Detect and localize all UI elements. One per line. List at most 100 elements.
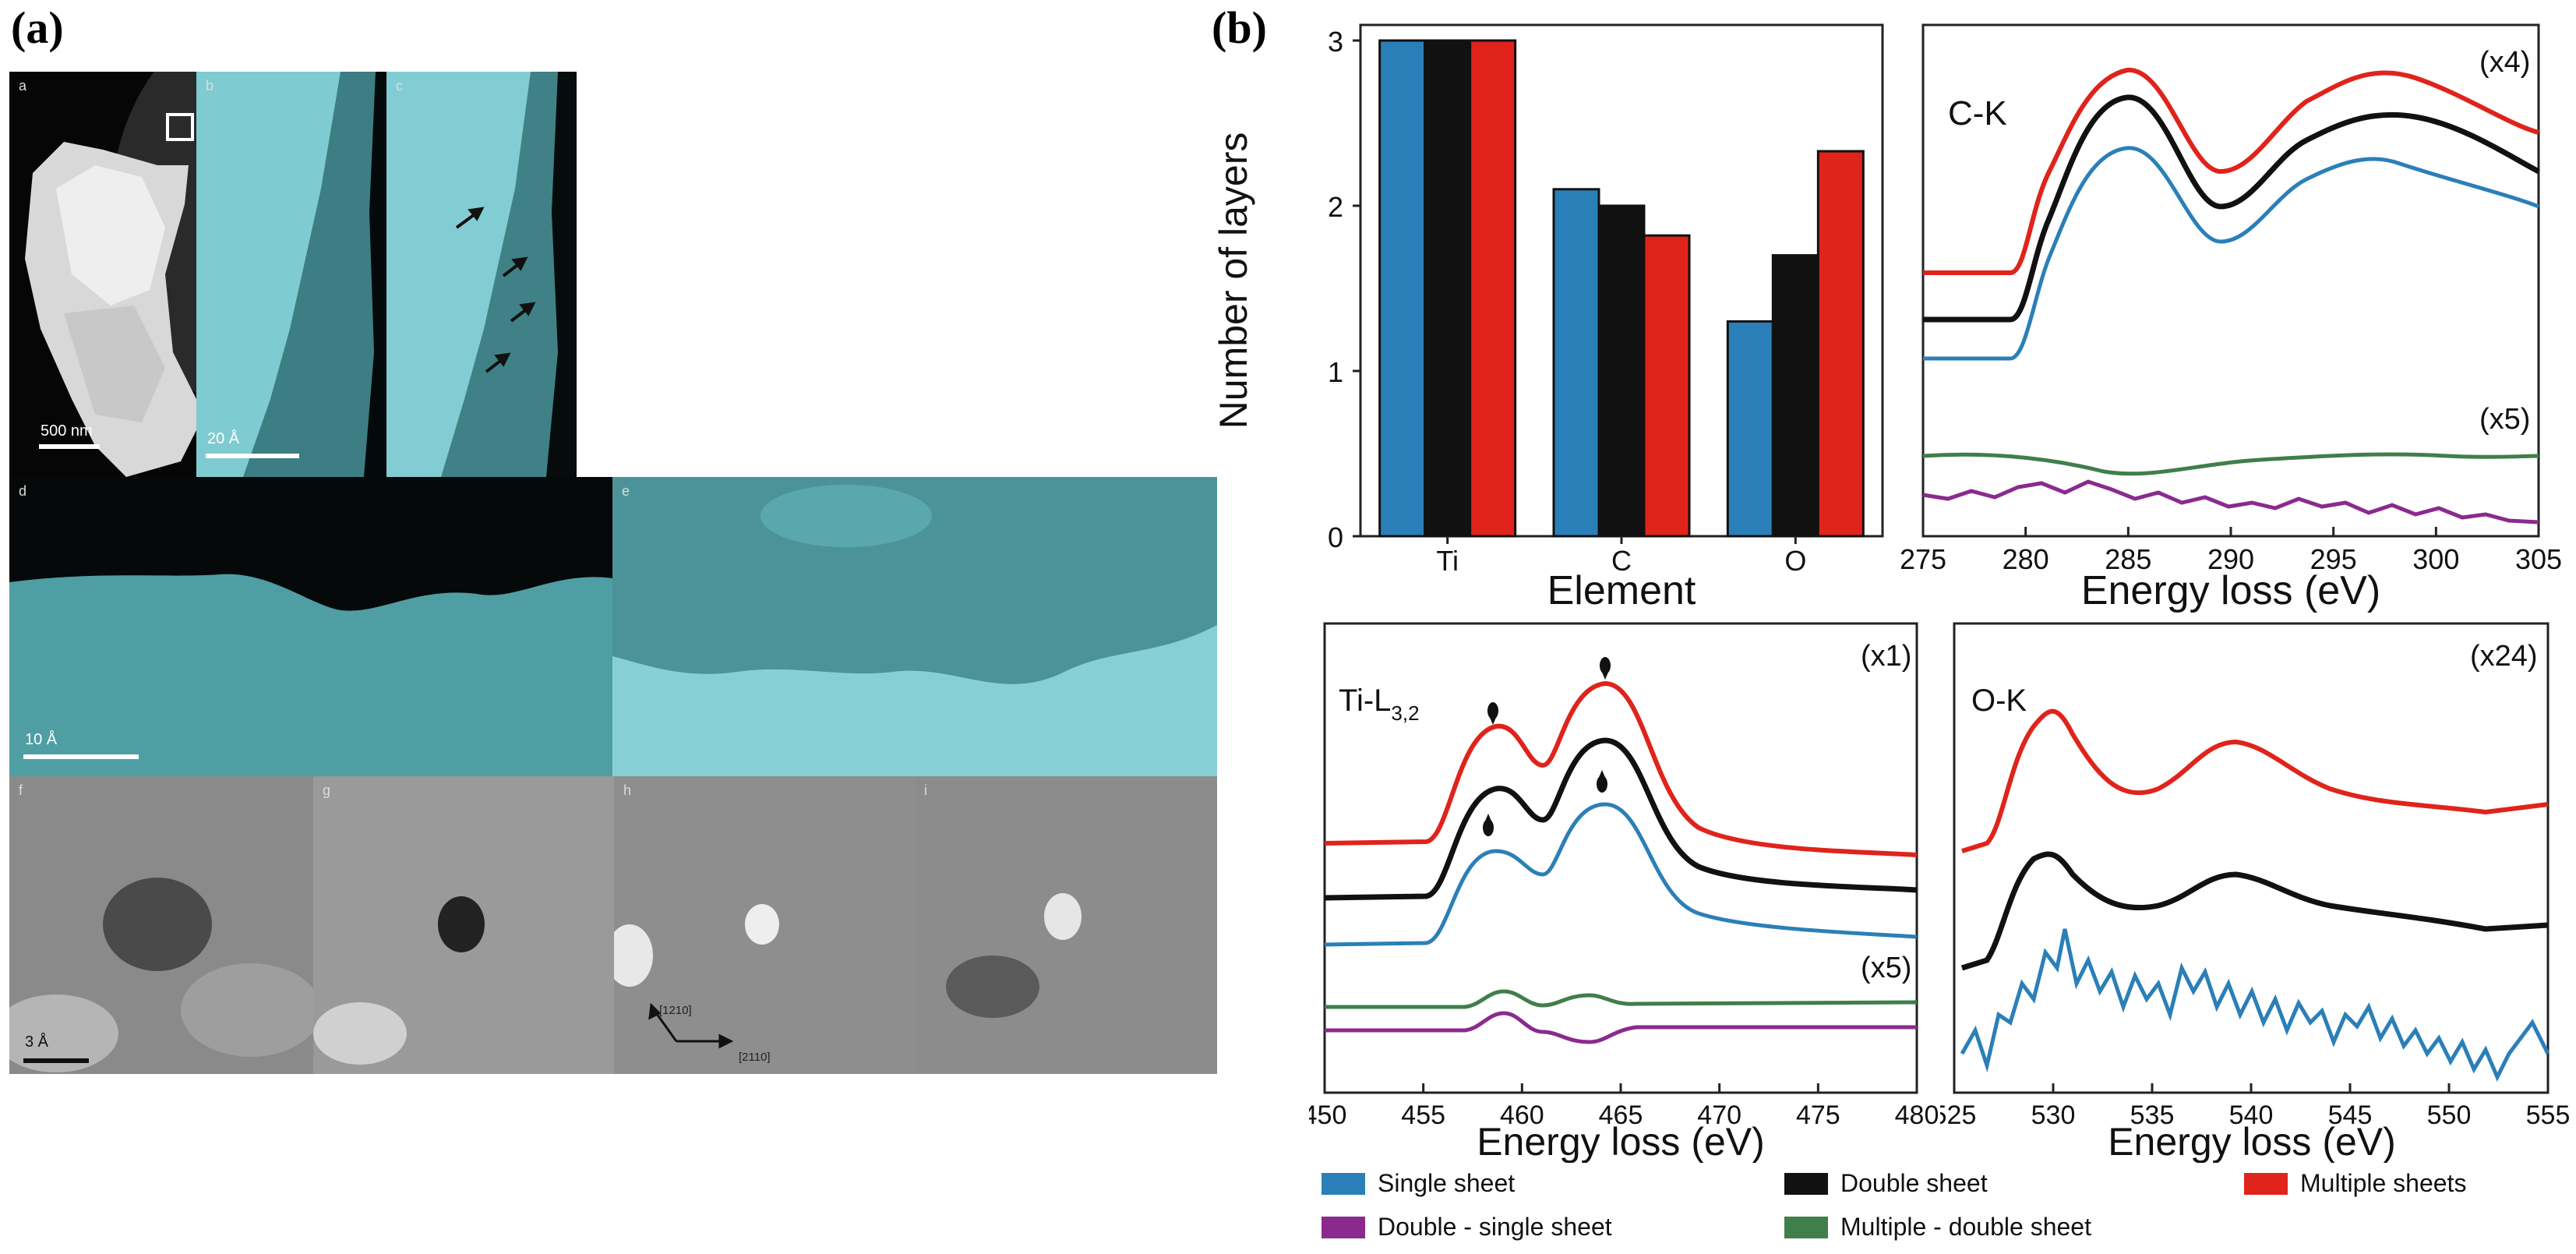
ck-multiple-minus-double-curve [1922,452,2539,476]
ti-double-curve [1324,737,1918,901]
spectrum-xtick-label: 555 [2526,1100,2571,1130]
bar-xlabel: Element [1547,568,1696,613]
spectrum-xtick-label: 465 [1599,1100,1643,1130]
legend-label-multiple: Multiple sheets [2300,1169,2467,1197]
spectrum-xtick-label: 535 [2130,1100,2175,1130]
bar-ytick-label: 2 [1328,191,1343,223]
bar-o-0 [1726,320,1774,538]
micrograph-h: h [1210] [2110] [614,776,915,1074]
subpanel-f: f [19,782,23,798]
ok-multiple-curve [1961,708,2549,853]
panel-label-b: (b) [1212,2,1267,53]
ok-xlabel: Energy loss (eV) [2108,1120,2396,1163]
ok-scale-top: (x24) [2470,640,2538,673]
scale-label-b: 20 Å [207,430,240,447]
direction-arrows [648,1002,734,1049]
spectrum-xtick-label: 300 [2412,543,2459,575]
bar-ytick-label: 3 [1328,26,1343,58]
ok-frame [1953,622,2550,1094]
bar-o-1 [1771,254,1819,538]
spectrum-xtick-label: 470 [1697,1100,1741,1130]
scale-label-a: 500 nm [41,422,93,440]
spectrum-xtick-label: 450 [1309,1100,1346,1130]
bar-c-2 [1643,234,1691,538]
spectrum-xtick-label: 540 [2229,1100,2274,1130]
ok-spectrum: 525 530 535 540 545 550 555 O-K (x24) Energy l… [1940,622,2571,1163]
spectrum-xtick-label: 295 [2310,543,2357,575]
bar-c-0 [1552,188,1600,538]
bar-ytick-label: 0 [1328,521,1343,553]
direction-label-up: [1210] [659,1004,692,1017]
ok-title: O-K [1971,684,2027,718]
ti-multiple-minus-double-curve [1325,989,1918,1009]
micrograph-g: g [313,776,614,1074]
ck-frame [1921,23,2540,538]
ti-title: Ti-L3,2 [1339,684,1420,725]
subpanel-a: a [19,78,27,94]
ck-scale-bottom: (x5) [2479,403,2530,436]
bar-category-label: Ti [1436,545,1459,577]
grayscale-i [946,893,1082,1018]
edge-image-d [9,477,612,611]
spectrum-xtick-label: 475 [1796,1100,1840,1130]
ok-double-curve [1960,851,2549,971]
spectrum-xtick-label: 455 [1401,1100,1445,1130]
spectrum-xtick-label: 280 [2003,543,2049,575]
scale-label-f: 3 Å [25,1033,49,1051]
bar-o-2 [1816,150,1865,538]
cyan-lattice-c [441,72,577,477]
spectrum-xtick-label: 305 [2515,543,2562,575]
cyan-lattice-b [243,72,386,477]
legend-label-single: Single sheet [1378,1169,1516,1197]
bar-ti-1 [1424,39,1472,538]
spectrum-xtick-label: 545 [2328,1100,2373,1130]
ck-scale-top: (x4) [2479,46,2530,79]
grayscale-f [9,878,313,1072]
bar-ytick-label: 1 [1328,356,1343,388]
legend-swatch-multiple-minus-double [1784,1216,1828,1238]
spectrum-xtick-label: 480 [1895,1100,1939,1130]
edge-image-e [612,477,1217,684]
ck-xlabel: Energy loss (eV) [2081,568,2380,613]
ck-multiple-curve [1923,67,2539,275]
ti-peak-markers [1483,657,1611,836]
micrograph-d: d 10 Å [9,477,612,776]
legend-swatch-multiple [2244,1172,2288,1195]
ok-single-curve [1960,928,2550,1082]
direction-label-right: [2110] [739,1051,771,1064]
legend-item-multiple-minus-double: Multiple - double sheet [1784,1213,2091,1242]
ck-spectrum: 275 280 285 290 295 300 305 C-K (x4) (x5) Ener… [1901,23,2562,613]
legend-item-single: Single sheet [1322,1169,1515,1198]
subpanel-e: e [622,483,630,499]
ti-double-minus-single-curve [1325,1011,1917,1044]
spectrum-xtick-label: 290 [2207,543,2254,575]
subpanel-g: g [323,782,331,798]
ti-scale-bottom: (x5) [1861,952,1911,984]
bar-ylabel: Number of layers [1216,132,1255,429]
ti-frame [1323,622,1918,1094]
grayscale-g [313,896,485,1065]
bar-ti-0 [1378,39,1427,538]
micrograph-e: e [612,477,1217,776]
subpanel-b: b [206,78,214,94]
scale-bar-f [23,1058,89,1063]
legend-item-double: Double sheet [1784,1169,1988,1198]
panel-label-a: (a) [11,2,64,53]
bar-category-label: C [1611,545,1632,577]
legend-label-double: Double sheet [1840,1169,1988,1197]
arrow-markers [455,207,536,373]
subpanel-h: h [623,782,632,798]
scale-label-d: 10 Å [25,731,58,748]
micrograph-i: i [915,776,1217,1074]
micrograph-f: f 3 Å [9,776,313,1074]
legend-label-multiple-minus-double: Multiple - double sheet [1840,1213,2091,1241]
spectrum-xtick-label: 285 [2105,543,2151,575]
subpanel-i: i [924,782,927,798]
legend-label-double-minus-single: Double - single sheet [1378,1213,1612,1241]
ti-xlabel: Energy loss (eV) [1477,1120,1765,1163]
subpanel-c: c [396,78,403,94]
flake-image [25,72,196,477]
spectrum-xtick-label: 550 [2427,1100,2472,1130]
micrograph-a: a 500 nm [9,72,196,477]
ck-single-curve [1923,146,2539,361]
